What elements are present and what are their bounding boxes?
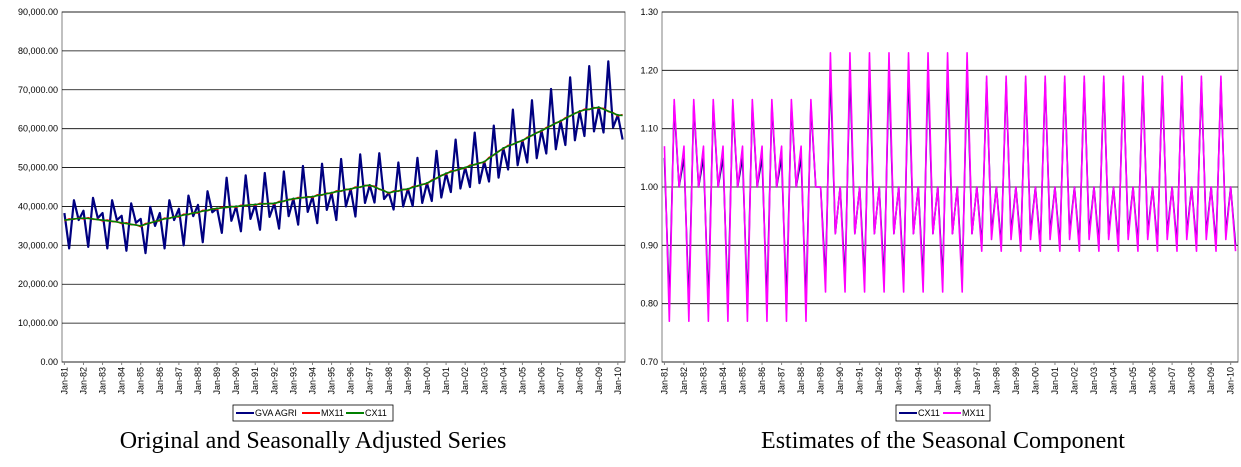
x-tick-label: Jan-07	[1167, 367, 1177, 395]
x-tick-label: Jan-88	[796, 367, 806, 395]
x-tick-label: Jan-02	[460, 367, 470, 395]
x-tick-label: Jan-87	[174, 367, 184, 395]
legend-label: CX11	[918, 408, 940, 418]
y-tick-label: 1.10	[640, 124, 658, 134]
x-tick-label: Jan-92	[874, 367, 884, 395]
x-tick-label: Jan-04	[1109, 367, 1119, 395]
x-tick-label: Jan-00	[1030, 367, 1040, 395]
x-tick-label: Jan-06	[537, 367, 547, 395]
y-tick-label: 40,000.00	[18, 201, 58, 211]
legend: GVA AGRI MX11 CX11	[232, 404, 394, 422]
x-tick-label: Jan-07	[556, 367, 566, 395]
y-tick-label: 90,000.00	[18, 7, 58, 17]
x-tick-label: Jan-85	[738, 367, 748, 395]
x-tick-label: Jan-06	[1148, 367, 1158, 395]
x-tick-label: Jan-99	[403, 367, 413, 395]
x-tick-label: Jan-84	[117, 367, 127, 395]
x-tick-label: Jan-08	[575, 367, 585, 395]
legend-label: MX11	[962, 408, 985, 418]
x-tick-label: Jan-94	[913, 367, 923, 395]
x-tick-label: Jan-88	[193, 367, 203, 395]
y-tick-label: 1.00	[640, 182, 658, 192]
x-tick-label: Jan-89	[816, 367, 826, 395]
x-tick-label: Jan-86	[757, 367, 767, 395]
x-tick-label: Jan-94	[307, 367, 317, 395]
x-tick-label: Jan-83	[98, 367, 108, 395]
x-tick-label: Jan-81	[659, 367, 669, 395]
legend-label: GVA AGRI	[255, 408, 297, 418]
y-tick-label: 70,000.00	[18, 85, 58, 95]
chart-caption: Estimates of the Seasonal Component	[761, 428, 1125, 454]
x-tick-label: Jan-98	[384, 367, 394, 395]
x-tick-label: Jan-03	[1089, 367, 1099, 395]
x-tick-label: Jan-93	[894, 367, 904, 395]
x-tick-label: Jan-85	[136, 367, 146, 395]
x-tick-label: Jan-89	[212, 367, 222, 395]
y-tick-label: 50,000.00	[18, 163, 58, 173]
y-tick-label: 0.80	[640, 299, 658, 309]
x-tick-label: Jan-08	[1187, 367, 1197, 395]
y-tick-label: 0.90	[640, 240, 658, 250]
y-tick-label: 80,000.00	[18, 46, 58, 56]
x-tick-label: Jan-95	[327, 367, 337, 395]
x-tick-label: Jan-01	[441, 367, 451, 395]
x-tick-label: Jan-03	[479, 367, 489, 395]
y-tick-label: 20,000.00	[18, 279, 58, 289]
x-tick-label: Jan-87	[777, 367, 787, 395]
series-line	[663, 52, 1237, 322]
x-tick-label: Jan-91	[855, 367, 865, 395]
x-tick-label: Jan-81	[59, 367, 69, 395]
x-tick-label: Jan-93	[288, 367, 298, 395]
x-tick-label: Jan-05	[1128, 367, 1138, 395]
x-tick-label: Jan-83	[698, 367, 708, 395]
x-tick-label: Jan-91	[250, 367, 260, 395]
x-tick-label: Jan-86	[155, 367, 165, 395]
series-line	[64, 106, 623, 227]
y-tick-label: 1.30	[640, 7, 658, 17]
x-tick-label: Jan-09	[1206, 367, 1216, 395]
series-line	[63, 60, 624, 255]
x-tick-label: Jan-98	[991, 367, 1001, 395]
x-tick-label: Jan-00	[422, 367, 432, 395]
x-tick-label: Jan-82	[78, 367, 88, 395]
x-tick-label: Jan-04	[498, 367, 508, 395]
x-tick-label: Jan-96	[346, 367, 356, 395]
legend-label: MX11	[321, 408, 344, 418]
legend-label: CX11	[365, 408, 387, 418]
x-tick-label: Jan-97	[365, 367, 375, 395]
y-tick-label: 1.20	[640, 65, 658, 75]
x-tick-label: Jan-97	[972, 367, 982, 395]
x-tick-label: Jan-10	[1226, 367, 1236, 395]
x-tick-label: Jan-99	[1011, 367, 1021, 395]
legend: CX11 MX11	[895, 404, 991, 422]
x-tick-label: Jan-92	[269, 367, 279, 395]
x-tick-label: Jan-09	[594, 367, 604, 395]
chart-caption: Original and Seasonally Adjusted Series	[120, 428, 507, 454]
x-tick-label: Jan-90	[835, 367, 845, 395]
x-tick-label: Jan-84	[718, 367, 728, 395]
x-tick-label: Jan-90	[231, 367, 241, 395]
y-tick-label: 0.70	[640, 357, 658, 367]
y-tick-label: 10,000.00	[18, 318, 58, 328]
x-tick-label: Jan-10	[613, 367, 623, 395]
y-tick-label: 60,000.00	[18, 124, 58, 134]
x-tick-label: Jan-95	[933, 367, 943, 395]
x-tick-label: Jan-02	[1069, 367, 1079, 395]
x-tick-label: Jan-05	[517, 367, 527, 395]
x-tick-label: Jan-82	[679, 367, 689, 395]
x-tick-label: Jan-01	[1050, 367, 1060, 395]
y-tick-label: 30,000.00	[18, 240, 58, 250]
y-tick-label: 0.00	[40, 357, 58, 367]
x-tick-label: Jan-96	[952, 367, 962, 395]
